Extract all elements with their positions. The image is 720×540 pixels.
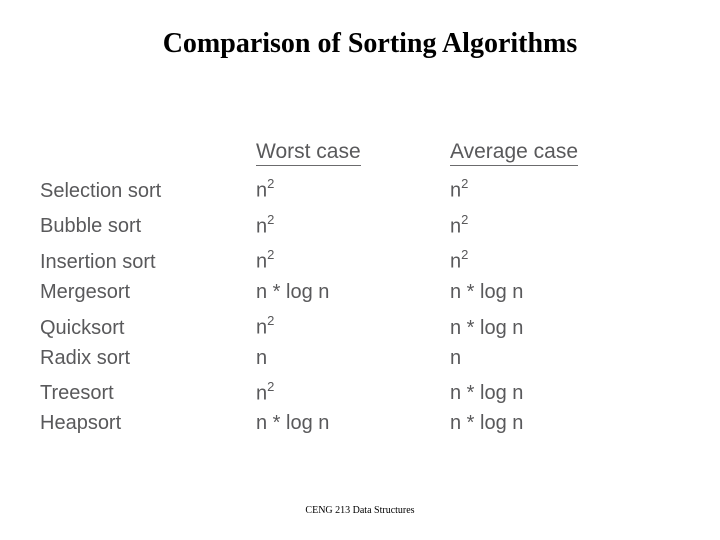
worst-case-cell: n2 — [250, 206, 450, 242]
average-case-cell: n * log n — [450, 408, 670, 438]
ac-base: n — [450, 251, 461, 273]
ac-base: n * log n — [450, 317, 523, 339]
worst-case-cell: n2 — [250, 373, 450, 409]
header-spacer — [40, 140, 250, 166]
worst-case-cell: n2 — [250, 170, 450, 206]
wc-superscript: 2 — [267, 212, 274, 227]
header-worst-label: Worst case — [256, 140, 361, 166]
worst-case-cell: n — [250, 343, 450, 373]
algorithm-name: Quicksort — [40, 313, 250, 343]
average-case-cell: n * log n — [450, 313, 670, 343]
worst-case-cell: n2 — [250, 241, 450, 277]
header-average-case: Average case — [450, 140, 670, 166]
average-case-cell: n2 — [450, 241, 670, 277]
header-avg-label: Average case — [450, 140, 578, 166]
table-row: Treesortn2n * log n — [40, 373, 680, 409]
algorithm-name: Heapsort — [40, 408, 250, 438]
table-row: Radix sort n n — [40, 343, 680, 373]
wc-base: n — [256, 180, 267, 202]
table-row: Bubble sortn2n2 — [40, 206, 680, 242]
worst-case-cell: n * log n — [250, 277, 450, 307]
algorithm-name: Radix sort — [40, 343, 250, 373]
wc-superscript: 2 — [267, 176, 274, 191]
average-case-cell: n — [450, 343, 670, 373]
ac-superscript: 2 — [461, 212, 468, 227]
algorithm-name: Treesort — [40, 378, 250, 408]
table-row: Insertion sortn2n2 — [40, 241, 680, 277]
worst-case-cell: n2 — [250, 307, 450, 343]
algorithm-name: Bubble sort — [40, 211, 250, 241]
table-row: Mergesort n * log n n * log n — [40, 277, 680, 307]
footer-text: CENG 213 Data Structures — [0, 505, 720, 516]
algorithm-name: Insertion sort — [40, 247, 250, 277]
complexity-table: Worst case Average case Selection sortn2… — [40, 140, 680, 438]
table-row: Heapsort n * log n n * log n — [40, 408, 680, 438]
average-case-cell: n * log n — [450, 378, 670, 408]
table-header-row: Worst case Average case — [40, 140, 680, 166]
worst-case-cell: n * log n — [250, 408, 450, 438]
average-case-cell: n * log n — [450, 277, 670, 307]
wc-base: n — [256, 317, 267, 339]
ac-base: n — [450, 347, 461, 369]
wc-superscript: 2 — [267, 247, 274, 262]
average-case-cell: n2 — [450, 206, 670, 242]
wc-base: n — [256, 382, 267, 404]
ac-base: n * log n — [450, 382, 523, 404]
ac-base: n * log n — [450, 281, 523, 303]
ac-base: n — [450, 215, 461, 237]
average-case-cell: n2 — [450, 170, 670, 206]
table-row: Selection sortn2n2 — [40, 170, 680, 206]
wc-base: n — [256, 215, 267, 237]
algorithm-name: Mergesort — [40, 277, 250, 307]
header-worst-case: Worst case — [250, 140, 450, 166]
wc-superscript: 2 — [267, 379, 274, 394]
wc-base: n — [256, 251, 267, 273]
ac-superscript: 2 — [461, 176, 468, 191]
wc-base: n * log n — [256, 281, 329, 303]
wc-superscript: 2 — [267, 313, 274, 328]
table-row: Quicksortn2n * log n — [40, 307, 680, 343]
ac-base: n — [450, 180, 461, 202]
ac-base: n * log n — [450, 412, 523, 434]
page-title: Comparison of Sorting Algorithms — [0, 0, 720, 60]
ac-superscript: 2 — [461, 247, 468, 262]
wc-base: n * log n — [256, 412, 329, 434]
algorithm-name: Selection sort — [40, 176, 250, 206]
wc-base: n — [256, 347, 267, 369]
